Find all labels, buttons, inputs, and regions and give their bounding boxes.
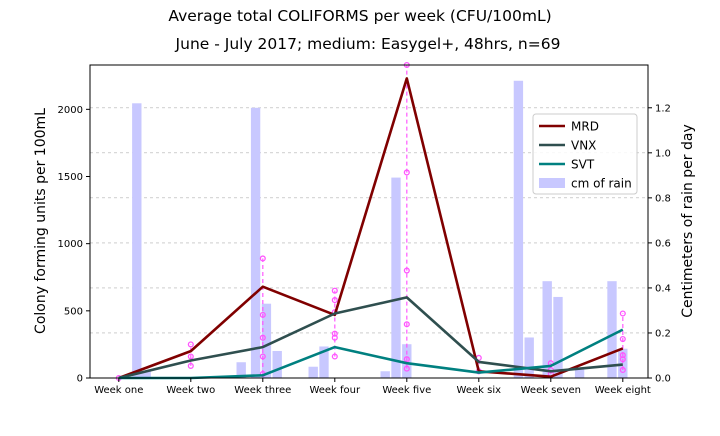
sample-point	[331, 297, 338, 304]
rain-bar	[272, 350, 282, 378]
y2-tick-label: 0.8	[655, 193, 671, 204]
x-tick-label: Week three	[234, 385, 291, 396]
rain-bar	[132, 103, 142, 378]
axis-layer: 0 500 1000 1500 2000 0.0 0.2 0.4 0.6 0.8 1.0 1.2 Wee…	[58, 103, 671, 396]
legend-frame	[532, 113, 638, 195]
y2-tick-label: 0.6	[655, 238, 671, 249]
y2-axis-label: Centimeters of rain per day	[680, 124, 696, 317]
sample-point	[619, 366, 626, 373]
sample-point	[619, 335, 626, 343]
rain-bar	[553, 296, 563, 378]
rain-bar	[391, 177, 401, 378]
y-tick-label: 1500	[58, 172, 83, 183]
rain-bar	[141, 371, 151, 378]
y2-tick-label: 0.4	[655, 283, 671, 294]
x-tick-label: Week eight	[595, 385, 651, 396]
sample-point	[331, 287, 338, 294]
x-tick-label: Week four	[309, 385, 361, 396]
x-tick-label: Week six	[457, 385, 502, 396]
chart-title: Average total COLIFORMS per week (CFU/10…	[168, 7, 551, 25]
sample-point	[619, 356, 626, 363]
sample-point	[187, 353, 194, 360]
grid-layer	[90, 107, 648, 379]
x-tick-label: Week one	[94, 385, 143, 396]
y-tick-label: 1000	[58, 239, 83, 250]
sample-point	[259, 311, 266, 318]
legend-swatch-rain	[539, 178, 565, 188]
sample-point	[259, 353, 266, 360]
y-tick-label: 2000	[58, 105, 83, 116]
sample-point	[259, 255, 266, 262]
x-tick-label: Week seven	[521, 385, 581, 396]
y-tick-label: 500	[64, 306, 83, 317]
plot-frame	[89, 64, 649, 379]
sample-point	[403, 321, 410, 328]
y2-tick-label: 0.0	[655, 374, 671, 385]
rain-bars	[132, 80, 628, 379]
sample-point	[619, 352, 626, 359]
rain-bar	[513, 80, 524, 379]
y2-tick-label: 1.2	[655, 103, 671, 114]
chart-subtitle: June - July 2017; medium: Easygel+, 48hr…	[175, 35, 561, 53]
rain-bar	[618, 348, 628, 378]
sample-point	[187, 341, 194, 348]
x-tick-label: Week five	[382, 385, 431, 396]
rain-bar	[236, 362, 246, 378]
legend-label-mrd: MRD	[571, 120, 599, 134]
rain-bar	[574, 368, 585, 378]
sample-point	[331, 334, 338, 341]
sample-point	[331, 353, 338, 360]
rain-bar	[319, 346, 329, 378]
legend: MRD VNX SVT cm of rain	[532, 113, 638, 195]
legend-label-svt: SVT	[571, 158, 595, 172]
rain-bar	[250, 107, 261, 378]
sample-point	[403, 169, 410, 176]
y2-tick-label: 1.0	[655, 148, 671, 159]
rain-bar	[261, 303, 272, 378]
legend-label-rain: cm of rain	[571, 177, 632, 191]
sample-point	[619, 310, 626, 317]
series-line-vnx	[118, 296, 623, 380]
y-tick-label: 0	[77, 374, 83, 385]
y2-tick-label: 0.2	[655, 328, 671, 339]
rain-bar	[380, 371, 390, 378]
y-axis-label: Colony forming units per 100mL	[33, 108, 49, 334]
rain-bar	[607, 281, 617, 378]
sample-point	[187, 362, 194, 369]
sample-point	[259, 334, 266, 341]
sample-point	[331, 330, 338, 337]
x-tick-label: Week two	[166, 385, 215, 396]
sample-point	[403, 267, 410, 274]
sample-point	[403, 365, 410, 372]
rain-bar	[308, 366, 318, 378]
rain-bar	[524, 337, 534, 378]
sample-point	[403, 356, 410, 363]
rain-bar	[542, 281, 552, 378]
series-line-mrd	[118, 77, 624, 380]
legend-label-vnx: VNX	[571, 139, 596, 153]
